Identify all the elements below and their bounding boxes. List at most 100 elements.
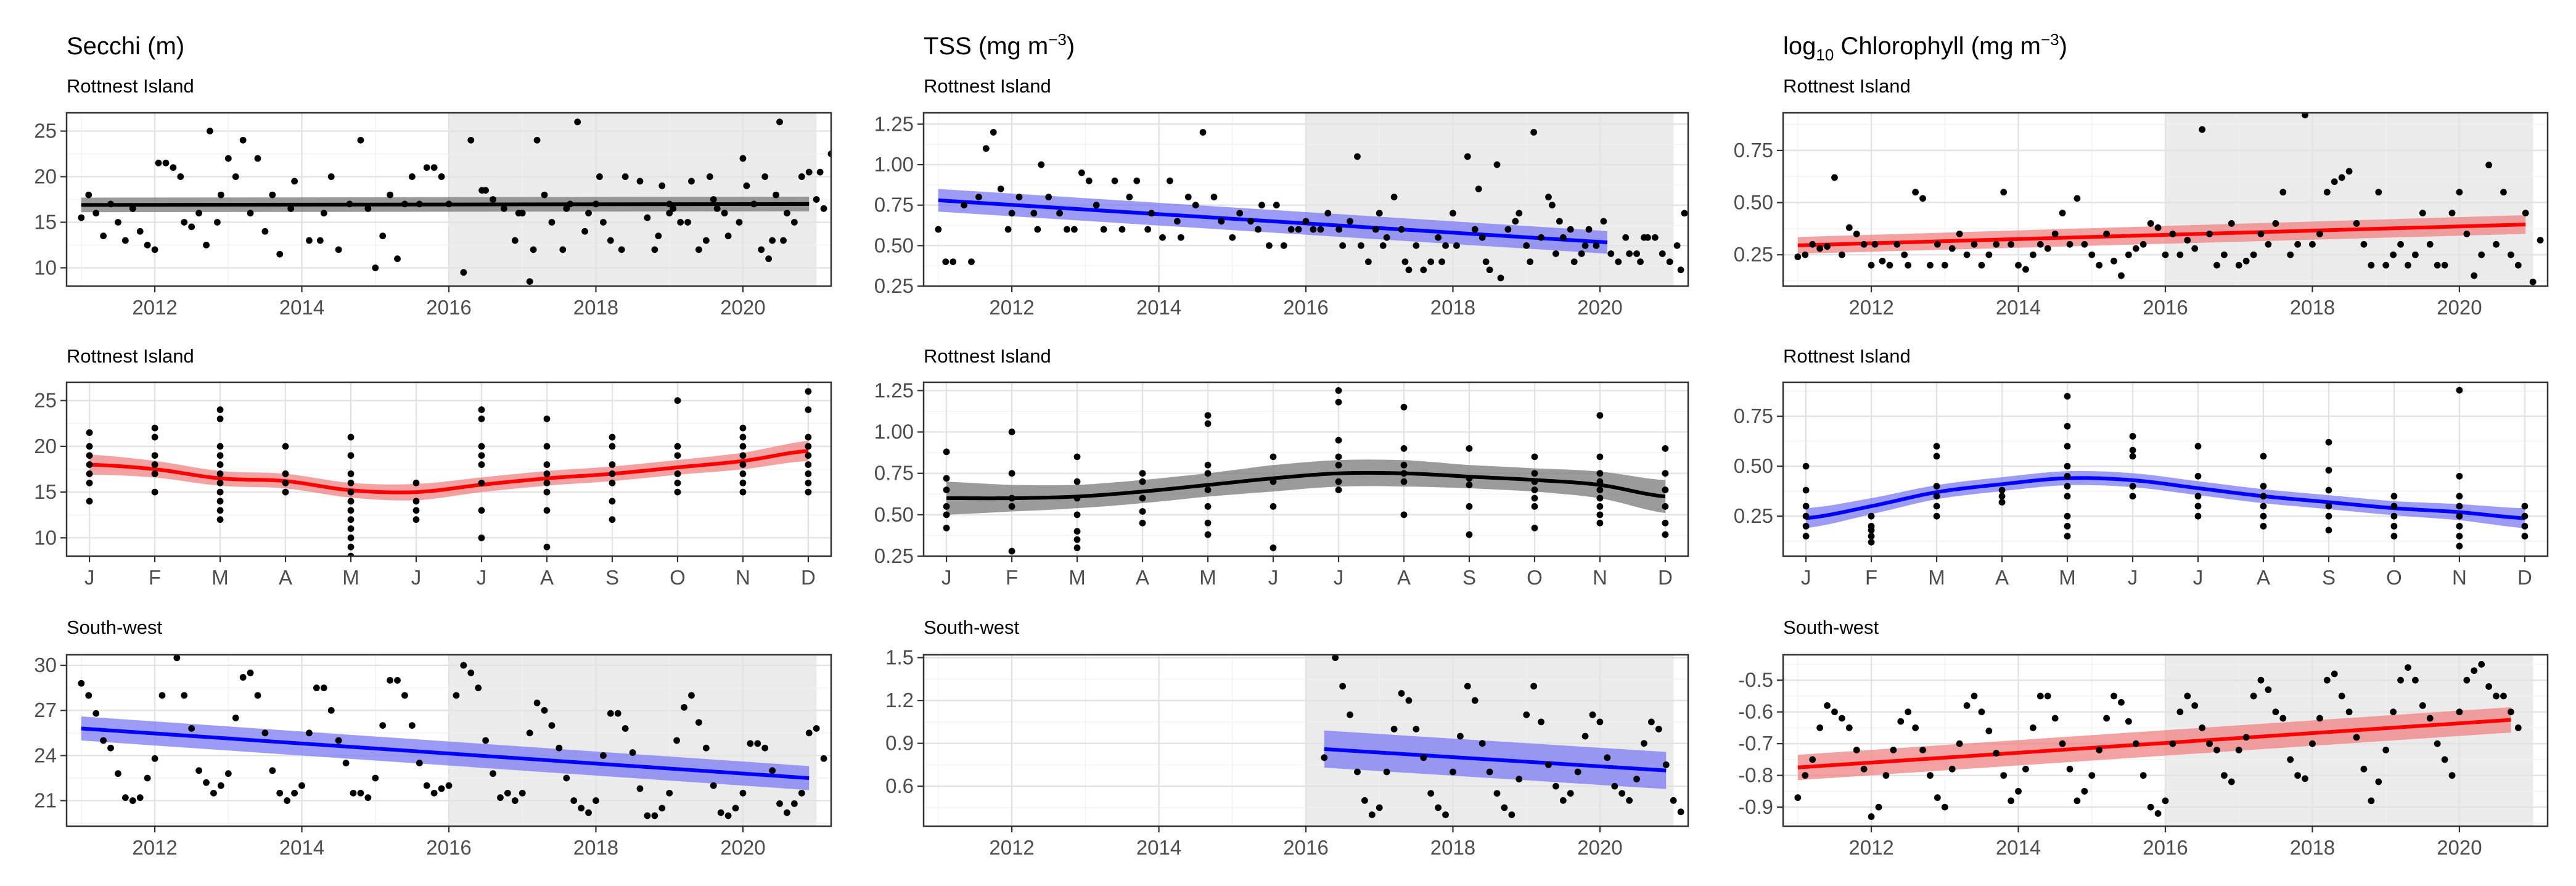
data-point	[316, 237, 324, 244]
data-point	[1073, 536, 1081, 543]
data-point	[2368, 261, 2375, 269]
data-point	[609, 443, 616, 450]
data-point	[188, 725, 195, 732]
data-point	[2103, 715, 2110, 722]
data-point	[1516, 210, 1523, 217]
data-point	[1085, 177, 1093, 184]
data-point	[1985, 728, 1993, 734]
data-point	[2390, 533, 2398, 539]
data-point	[997, 186, 1004, 192]
data-point	[195, 767, 203, 774]
data-point	[2325, 486, 2332, 494]
data-point	[1354, 153, 1361, 160]
data-point	[585, 809, 592, 816]
data-point	[350, 789, 357, 797]
data-point	[1596, 453, 1604, 461]
data-point	[1093, 202, 1100, 209]
x-tick-label: 2018	[2290, 296, 2335, 319]
data-point	[2375, 189, 2382, 196]
data-point	[1335, 437, 1342, 444]
data-point	[1802, 462, 1810, 470]
data-point	[2331, 670, 2338, 678]
data-point	[1897, 718, 1905, 725]
data-point	[92, 210, 100, 217]
data-point	[1816, 245, 1824, 252]
confidence-band	[89, 440, 808, 501]
data-point	[674, 479, 681, 486]
data-point	[658, 805, 666, 812]
data-point	[1295, 226, 1302, 233]
data-point	[364, 794, 372, 802]
data-point	[327, 707, 335, 714]
data-point	[1008, 470, 1015, 477]
data-point	[1831, 174, 1838, 181]
x-tick-label: M	[1928, 566, 1945, 589]
data-point	[408, 173, 416, 180]
x-tick-label: F	[1006, 566, 1018, 589]
data-point	[210, 789, 217, 797]
y-tick-label: 0.25	[1734, 243, 1773, 266]
data-point	[2456, 533, 2463, 539]
data-point	[1192, 202, 1199, 209]
data-point	[2411, 251, 2419, 258]
data-point	[2521, 533, 2529, 539]
data-point	[467, 136, 475, 144]
data-point	[287, 205, 295, 212]
data-point	[1173, 218, 1181, 225]
y-tick-label: 0.50	[874, 234, 914, 256]
data-points	[943, 387, 1669, 555]
data-point	[247, 669, 254, 676]
data-point	[2044, 692, 2051, 700]
data-point	[1626, 250, 1633, 257]
data-point	[556, 744, 563, 752]
data-point	[1978, 708, 1985, 716]
data-point	[1258, 202, 1265, 209]
data-point	[1802, 486, 1810, 494]
data-point	[1332, 655, 1339, 662]
data-point	[1912, 724, 1919, 731]
data-point	[651, 246, 658, 253]
data-point	[1552, 782, 1559, 790]
data-point	[269, 191, 276, 199]
data-point	[1600, 218, 1607, 225]
data-point	[1204, 470, 1212, 477]
data-point	[2169, 740, 2176, 747]
data-point	[2485, 683, 2493, 690]
data-point	[1662, 519, 1669, 527]
data-point	[86, 429, 93, 437]
data-point	[2323, 189, 2331, 196]
data-point	[2162, 251, 2169, 258]
data-point	[2448, 772, 2456, 779]
data-point	[1860, 765, 1868, 773]
data-point	[1523, 711, 1530, 718]
data-point	[548, 219, 556, 226]
data-point	[170, 164, 177, 171]
data-point	[761, 173, 769, 180]
data-point	[2478, 661, 2485, 668]
y-tick-label: 1.2	[885, 689, 914, 712]
data-point	[585, 210, 592, 217]
x-tick-label: M	[211, 566, 229, 589]
panel-2: Rottnest Island 2012 2014 2016 2018 2020 0.25 0…	[874, 75, 1689, 319]
data-point	[1236, 210, 1244, 217]
data-point	[1681, 210, 1688, 217]
x-tick-label: 2020	[720, 836, 765, 859]
data-point	[1270, 478, 1277, 485]
data-point	[478, 452, 485, 459]
data-point	[2064, 443, 2071, 450]
data-point	[2242, 257, 2250, 265]
x-tick-label: 2014	[279, 296, 324, 319]
data-point	[2309, 240, 2316, 248]
data-point	[2434, 740, 2441, 747]
data-point	[2088, 251, 2096, 258]
data-point	[674, 443, 681, 450]
x-tick-label: J	[411, 566, 422, 589]
data-point	[173, 655, 181, 662]
panel-border	[1782, 381, 2549, 557]
data-point	[1438, 258, 1445, 266]
data-point	[1845, 724, 1853, 731]
data-point	[607, 710, 614, 717]
data-point	[306, 729, 313, 737]
x-tick-label: 2012	[989, 296, 1034, 319]
data-point	[2279, 189, 2287, 196]
